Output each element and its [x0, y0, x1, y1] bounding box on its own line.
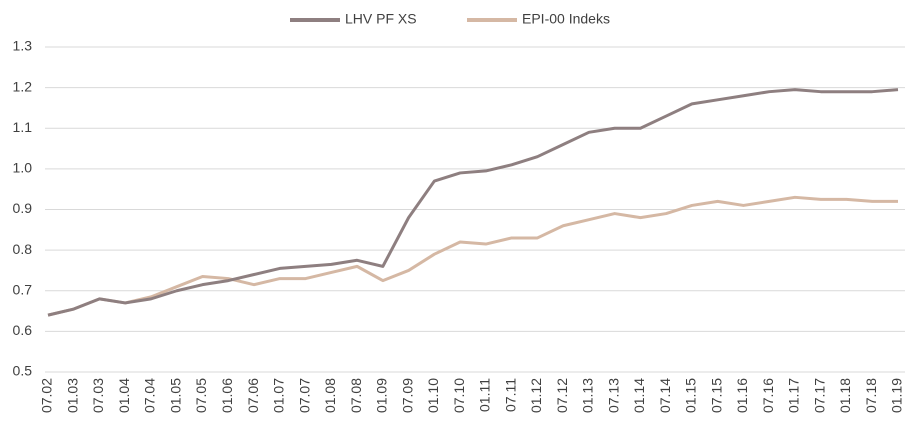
x-tick-label: 07.11 [502, 378, 518, 412]
x-tick-label: 01.13 [580, 378, 596, 413]
x-tick-label: 07.04 [142, 378, 158, 413]
x-tick-label: 01.11 [477, 378, 493, 412]
x-tick-label: 07.10 [451, 378, 467, 413]
x-tick-label: 01.15 [683, 378, 699, 413]
legend-label: LHV PF XS [345, 11, 417, 27]
x-tick-label: 07.12 [554, 378, 570, 413]
y-tick-label: 1.2 [13, 78, 33, 94]
line-series [47, 195, 898, 317]
x-tick-label: 07.17 [811, 378, 827, 413]
x-tick-label: 07.14 [657, 378, 673, 413]
x-tick-label: 07.03 [90, 378, 106, 413]
x-tick-label: 01.17 [786, 378, 802, 413]
x-tick-label: 01.08 [322, 378, 338, 413]
y-tick-label: 1.3 [13, 38, 33, 54]
x-tick-label: 07.02 [39, 378, 55, 413]
x-tick-label: 01.05 [167, 378, 183, 413]
x-tick-label: 01.19 [889, 378, 905, 413]
x-tick-label: 01.14 [631, 378, 647, 413]
x-tick-label: 07.06 [245, 378, 261, 413]
x-tick-label: 01.03 [64, 378, 80, 413]
x-tick-label: 01.10 [425, 378, 441, 413]
line-series [47, 88, 899, 317]
x-tick-label: 07.07 [296, 378, 312, 413]
x-tick-label: 01.06 [219, 378, 235, 413]
y-tick-label: 1.0 [13, 160, 33, 176]
x-tick-label: 07.18 [863, 378, 879, 413]
y-tick-label: 0.6 [13, 322, 33, 338]
x-tick-label: 07.05 [193, 378, 209, 413]
y-tick-label: 0.9 [13, 200, 33, 216]
y-tick-label: 0.8 [13, 241, 33, 257]
x-tick-label: 07.15 [708, 378, 724, 413]
x-tick-label: 07.08 [348, 378, 364, 413]
x-tick-label: 01.12 [528, 378, 544, 413]
x-tick-label: 07.13 [605, 378, 621, 413]
x-tick-label: 01.18 [837, 378, 853, 413]
x-tick-label: 01.07 [271, 378, 287, 413]
x-tick-label: 07.09 [399, 378, 415, 413]
x-tick-label: 01.04 [116, 378, 132, 413]
x-tick-label: 01.09 [374, 378, 390, 413]
y-tick-label: 1.1 [13, 119, 33, 135]
x-tick-label: 07.16 [760, 378, 776, 413]
x-tick-label: 01.16 [734, 378, 750, 413]
legend-label: EPI-00 Indeks [522, 11, 610, 27]
y-tick-label: 0.7 [13, 281, 33, 297]
y-tick-label: 0.5 [13, 363, 33, 379]
